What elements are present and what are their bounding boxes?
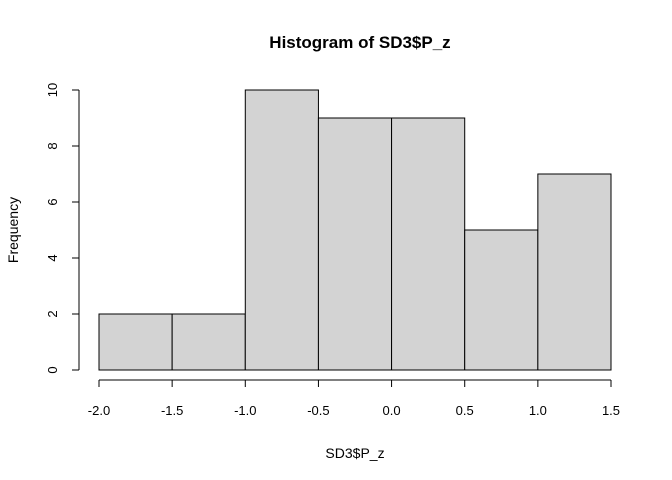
- bars-group: [98, 89, 612, 371]
- chart-title: Histogram of SD3$P_z: [269, 33, 450, 52]
- x-tick-label: 0.5: [456, 403, 474, 418]
- x-tick-label: 1.5: [602, 403, 620, 418]
- y-tick-label: 2: [45, 310, 60, 317]
- x-tick-label: -0.5: [307, 403, 329, 418]
- y-tick-label: 10: [45, 83, 60, 97]
- x-tick-label: -1.5: [161, 403, 183, 418]
- y-axis-label: Frequency: [5, 197, 21, 263]
- histogram-bar-4: [391, 117, 466, 371]
- histogram-bar-0: [98, 313, 173, 371]
- y-tick-label: 6: [45, 198, 60, 205]
- x-axis: -2.0 -1.5 -1.0 -0.5 0.0 0.5 1.0 1.5: [88, 379, 620, 418]
- x-tick-label: -1.0: [234, 403, 256, 418]
- histogram-bar-3: [317, 117, 393, 371]
- histogram-bar-1: [171, 313, 246, 371]
- x-tick-label: 1.0: [529, 403, 547, 418]
- y-tick-label: 0: [45, 366, 60, 373]
- x-axis-label: SD3$P_z: [325, 445, 384, 461]
- y-tick-label: 4: [45, 254, 60, 261]
- histogram-bar-6: [537, 173, 612, 371]
- y-tick-label: 8: [45, 142, 60, 149]
- x-tick-label: -2.0: [88, 403, 110, 418]
- histogram-bar-5: [464, 229, 539, 371]
- x-tick-label: 0.0: [383, 403, 401, 418]
- histogram-bar-2: [244, 89, 319, 371]
- y-axis: 0 2 4 6 8 10: [45, 83, 80, 374]
